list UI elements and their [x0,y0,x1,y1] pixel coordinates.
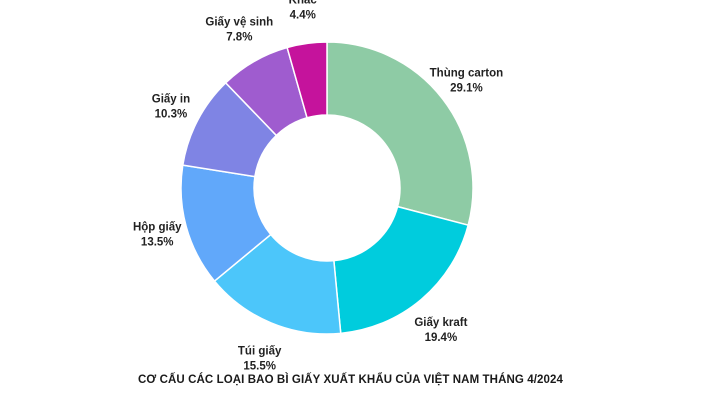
slice-value-label: 10.3% [155,109,188,121]
slice-category-label: Thùng carton [430,68,503,80]
chart-title: CƠ CẤU CÁC LOẠI BAO BÌ GIẤY XUẤT KHẨU CỦ… [137,374,564,386]
slice-tui-giay [213,233,342,335]
slice-label-tui-giay: Túi giấy 15.5% [238,346,282,370]
slice-value-label: 15.5% [243,361,276,370]
slice-category-label: Túi giấy [238,346,282,358]
slice-category-label: Hộp giấy [133,221,182,233]
slice-value-label: 13.5% [141,236,174,248]
donut-chart: Thùng carton 29.1% Giấy kraft 19.4% Túi giấy… [133,0,503,370]
slice-value-label: 4.4% [290,10,316,22]
slice-value-label: 29.1% [450,83,483,95]
slice-value-label: 19.4% [425,332,458,344]
slice-thung-carton [326,41,474,227]
slice-label-giay-in: Giấy in 10.3% [152,94,190,121]
slice-giay-kraft [333,205,470,335]
slice-category-label: Giấy in [152,94,190,106]
slice-label-thung-carton: Thùng carton 29.1% [430,68,503,95]
slice-label-hop-giay: Hộp giấy 13.5% [133,221,182,248]
slice-category-label: Khác [289,0,318,7]
slice-khac [286,41,328,119]
slice-value-label: 7.8% [226,31,252,43]
slice-label-giay-ve-sinh: Giấy vệ sinh 7.8% [205,16,273,43]
slice-label-khac: Khác 4.4% [289,0,318,22]
slice-category-label: Giấy vệ sinh [205,16,273,28]
slice-category-label: Giấy kraft [414,317,467,329]
slice-label-giay-kraft: Giấy kraft 19.4% [414,317,467,344]
